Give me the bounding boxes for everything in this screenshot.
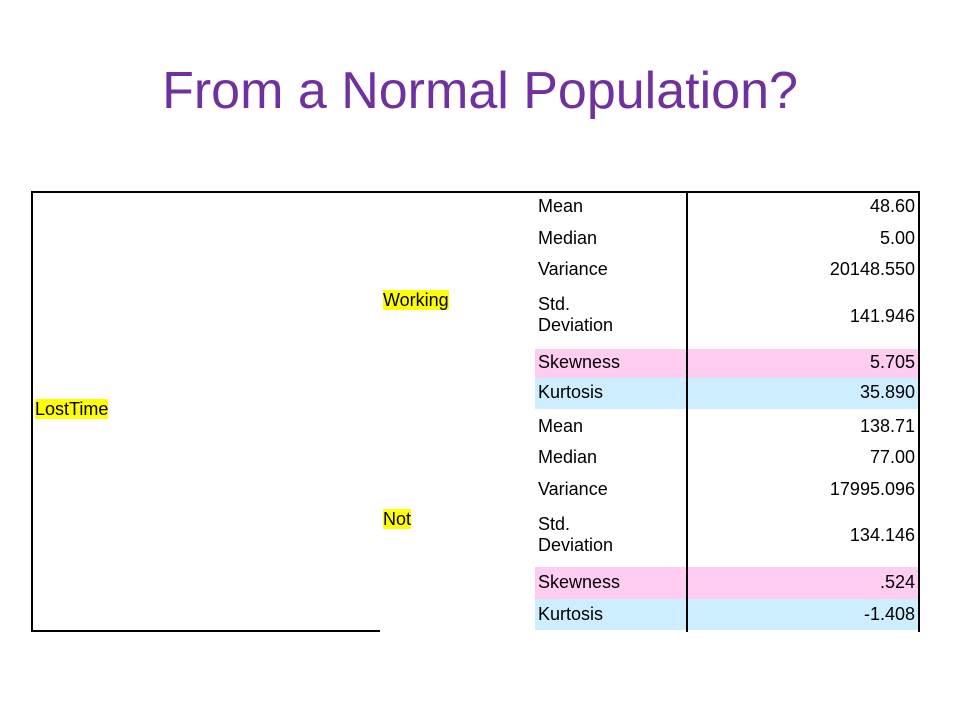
stat-value-variance: 20148.550 bbox=[829, 259, 915, 279]
stat-label-std-deviation-line2: Deviation bbox=[538, 315, 614, 335]
stat-label-mean: Mean bbox=[538, 196, 584, 216]
stat-label-skewness: Skewness bbox=[538, 352, 621, 372]
stat-label-std-deviation-line1: Std. bbox=[538, 514, 571, 534]
stat-label-kurtosis: Kurtosis bbox=[538, 382, 604, 402]
group-label-working: Working bbox=[383, 290, 449, 310]
slide-title: From a Normal Population? bbox=[162, 62, 798, 120]
skewness-row-bg-not bbox=[535, 567, 919, 599]
stat-label-median: Median bbox=[538, 228, 598, 248]
stat-value-kurtosis: -1.408 bbox=[863, 604, 915, 624]
stat-value-variance: 17995.096 bbox=[829, 479, 915, 499]
stat-label-mean: Mean bbox=[538, 416, 584, 436]
stat-label-std-deviation-line2: Deviation bbox=[538, 535, 614, 555]
stat-value-mean: 138.71 bbox=[859, 416, 915, 436]
stat-value-std-deviation: 141.946 bbox=[849, 306, 915, 326]
stat-label-kurtosis: Kurtosis bbox=[538, 604, 604, 624]
skewness-row-bg-working bbox=[535, 349, 919, 378]
stat-label-variance: Variance bbox=[538, 259, 608, 279]
kurtosis-row-bg-working bbox=[535, 378, 919, 409]
stat-value-skewness: .524 bbox=[879, 572, 915, 592]
stat-value-std-deviation: 134.146 bbox=[849, 525, 915, 545]
stat-value-median: 77.00 bbox=[869, 447, 915, 467]
table-bottom-border bbox=[31, 630, 380, 632]
kurtosis-row-bg-not bbox=[535, 599, 919, 630]
variable-label: LostTime bbox=[35, 399, 109, 419]
table-left-border bbox=[31, 191, 33, 632]
table-right-border bbox=[918, 191, 920, 632]
stat-label-median: Median bbox=[538, 447, 598, 467]
group-label-not: Not bbox=[383, 509, 412, 529]
table-top-border bbox=[31, 191, 918, 193]
stat-value-median: 5.00 bbox=[879, 228, 915, 248]
value-column-divider bbox=[686, 191, 688, 632]
stat-value-kurtosis: 35.890 bbox=[859, 382, 915, 402]
stat-label-skewness: Skewness bbox=[538, 572, 621, 592]
stat-label-std-deviation-line1: Std. bbox=[538, 294, 571, 314]
stat-label-variance: Variance bbox=[538, 479, 608, 499]
stat-value-mean: 48.60 bbox=[869, 196, 915, 216]
stat-value-skewness: 5.705 bbox=[869, 352, 915, 372]
